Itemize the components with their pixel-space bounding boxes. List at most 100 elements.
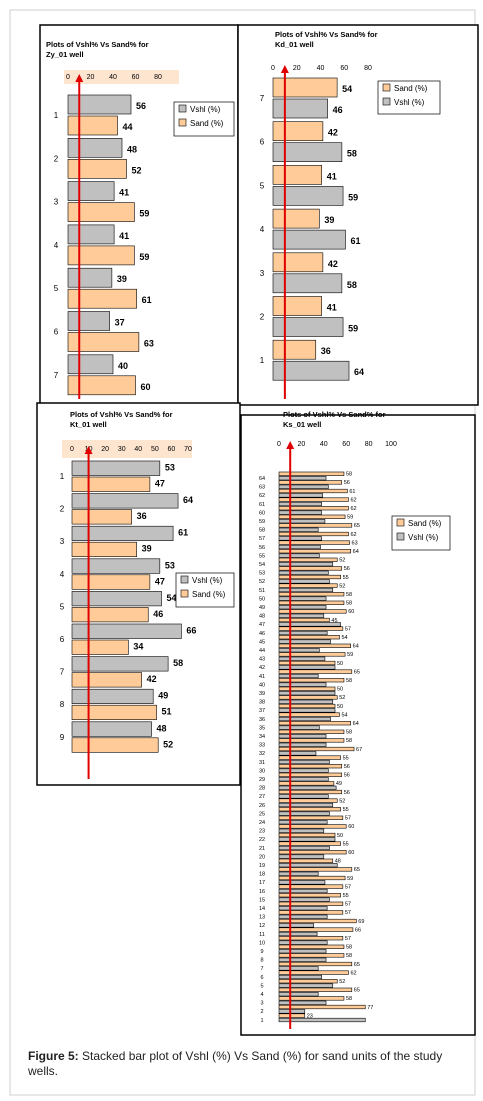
bar [67, 245, 135, 266]
bar [278, 587, 334, 593]
bar [278, 703, 336, 709]
bar [278, 480, 343, 485]
y-tick-label: 25 [259, 811, 265, 817]
bar [278, 759, 330, 765]
data-label: 52 [339, 798, 345, 804]
y-tick-label: 30 [259, 768, 265, 774]
y-tick-label: 2 [60, 505, 65, 514]
bar [278, 871, 319, 876]
data-label: 63 [144, 339, 154, 349]
y-tick-label: 37 [259, 708, 265, 714]
bar [278, 888, 328, 894]
data-label: 58 [346, 601, 352, 607]
y-tick-label: 12 [259, 923, 265, 929]
bar [67, 224, 115, 245]
data-label: 59 [348, 192, 358, 202]
chart-title: Plots of Vshl% Vs Sand% for [70, 410, 173, 419]
data-label: 48 [157, 723, 167, 733]
data-label: 56 [344, 764, 350, 770]
bar [278, 510, 322, 515]
data-label: 58 [346, 738, 352, 744]
x-tick-label: 20 [298, 441, 306, 448]
bar [278, 1000, 327, 1005]
y-tick-label: 57 [259, 536, 265, 542]
legend-swatch [382, 83, 391, 92]
data-label: 54 [341, 712, 347, 718]
bar [71, 541, 137, 558]
bar [67, 267, 113, 288]
y-tick-label: 15 [259, 897, 265, 903]
bar [272, 296, 322, 316]
bar [278, 605, 327, 610]
x-tick-label: 20 [293, 65, 301, 72]
reference-arrow [286, 441, 295, 449]
y-tick-label: 38 [259, 700, 265, 706]
bar [278, 931, 318, 937]
y-tick-label: 29 [259, 777, 265, 783]
reference-arrow [84, 446, 93, 454]
x-tick-label: 40 [134, 446, 142, 453]
data-label: 54 [342, 84, 352, 94]
bar [71, 476, 151, 492]
x-tick-label: 0 [70, 446, 74, 453]
bar [278, 811, 330, 816]
bar [278, 1013, 306, 1018]
bar [272, 142, 343, 162]
bar [278, 837, 336, 842]
bar [278, 609, 347, 614]
bar [278, 643, 351, 648]
y-tick-label: 4 [260, 225, 265, 234]
bar [278, 596, 327, 601]
bar [67, 311, 110, 331]
x-tick-label: 100 [385, 441, 397, 448]
bar [278, 553, 320, 558]
bar [278, 875, 346, 881]
y-tick-label: 63 [259, 485, 265, 491]
y-tick-label: 2 [54, 154, 59, 163]
data-label: 55 [343, 807, 349, 813]
bar [278, 832, 336, 838]
bar [278, 729, 345, 734]
bar [278, 639, 331, 644]
data-label: 65 [354, 962, 360, 968]
y-tick-label: 5 [260, 181, 265, 190]
legend-swatch [396, 532, 405, 541]
bar [278, 936, 344, 941]
bar [278, 794, 329, 799]
bar [278, 764, 343, 769]
bar [278, 863, 338, 868]
x-tick-label: 80 [364, 65, 372, 72]
bar [278, 648, 320, 653]
data-label: 58 [346, 730, 352, 736]
y-tick-label: 53 [259, 571, 265, 577]
bar [71, 721, 152, 737]
data-label: 36 [137, 511, 147, 521]
x-tick-label: 50 [151, 446, 159, 453]
y-tick-label: 64 [259, 476, 265, 482]
bar [71, 704, 157, 721]
x-tick-label: 0 [271, 65, 275, 72]
bar [71, 672, 142, 688]
data-label: 58 [346, 472, 352, 478]
y-tick-label: 7 [60, 668, 65, 677]
data-label: 56 [344, 566, 350, 572]
bar [278, 708, 336, 713]
bar [278, 1017, 366, 1023]
data-label: 47 [155, 479, 165, 489]
bar [278, 635, 340, 640]
data-label: 61 [349, 489, 355, 495]
legend-label: Vshl (%) [394, 98, 425, 107]
legend-label: Vshl (%) [408, 533, 439, 542]
bar [278, 772, 343, 777]
data-label: 58 [346, 996, 352, 1002]
bar [278, 768, 329, 773]
bar [272, 229, 346, 250]
bar [278, 820, 328, 825]
bar [67, 375, 136, 396]
bar [272, 273, 343, 294]
bar [278, 549, 351, 554]
y-tick-label: 1 [60, 472, 65, 481]
